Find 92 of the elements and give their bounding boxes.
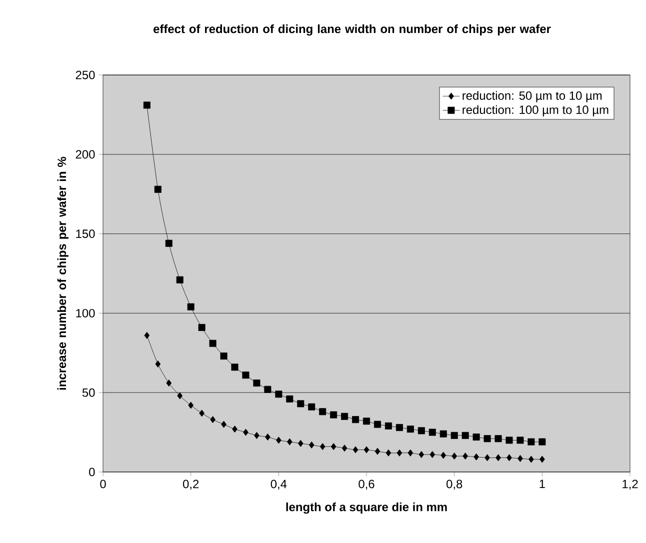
- point: [452, 452, 458, 460]
- point: [298, 440, 304, 447]
- point: [430, 451, 436, 458]
- point: [352, 416, 360, 424]
- point: [494, 435, 502, 442]
- point: [518, 454, 523, 462]
- point: [154, 186, 162, 193]
- point: [242, 372, 250, 379]
- point: [264, 386, 272, 393]
- x-tick-label: 0,6: [358, 480, 374, 490]
- x-tick-label: 0,2: [183, 480, 199, 490]
- point: [155, 360, 161, 368]
- point: [418, 427, 425, 434]
- point: [210, 416, 216, 424]
- point: [144, 332, 150, 339]
- point: [484, 435, 491, 442]
- point: [199, 410, 204, 417]
- point: [396, 424, 403, 432]
- point: [320, 443, 326, 450]
- point: [396, 449, 402, 456]
- point: [297, 400, 304, 408]
- point: [352, 446, 358, 454]
- point: [276, 436, 282, 444]
- y-tick-label: 0: [89, 468, 95, 476]
- y-tick-label: 250: [76, 70, 95, 80]
- point: [540, 456, 545, 463]
- point: [341, 412, 348, 420]
- point: [374, 448, 380, 455]
- legend-label: reduction: 50 µm to 10 µm: [462, 91, 602, 102]
- point: [286, 438, 292, 446]
- point: [462, 452, 468, 460]
- point: [221, 420, 226, 428]
- point: [506, 454, 512, 462]
- point: [386, 449, 392, 456]
- point: [220, 352, 228, 360]
- x-tick-label: 1: [540, 480, 545, 488]
- point: [408, 449, 414, 456]
- point: [330, 443, 336, 450]
- point: [308, 403, 316, 410]
- point: [198, 324, 206, 331]
- x-tick-label: 1,2: [622, 480, 638, 490]
- point: [462, 432, 469, 439]
- point: [176, 276, 184, 284]
- point: [232, 426, 238, 433]
- point: [406, 426, 414, 433]
- y-tick-label: 150: [76, 230, 95, 238]
- y-axis-title: increase number of chips per wafer in %: [57, 156, 68, 390]
- point: [319, 408, 326, 416]
- x-tick-label: 0,8: [446, 480, 462, 490]
- point: [516, 436, 524, 444]
- point: [450, 432, 458, 439]
- point: [187, 303, 194, 310]
- point: [166, 380, 172, 387]
- point: [538, 438, 546, 446]
- point: [528, 438, 535, 446]
- point: [188, 402, 194, 409]
- point: [243, 428, 248, 436]
- point: [286, 395, 294, 402]
- point: [472, 434, 480, 441]
- point: [363, 418, 370, 425]
- point: [275, 390, 282, 398]
- point: [364, 446, 370, 454]
- point: [308, 441, 314, 448]
- point: [496, 454, 501, 462]
- x-axis-title: length of a square die in mm: [286, 502, 447, 514]
- point: [384, 422, 392, 430]
- y-tick-label: 100: [76, 308, 95, 318]
- point: [484, 454, 490, 462]
- chart-title: effect of reduction of dicing lane width on number of chips per wafer: [154, 24, 551, 36]
- point: [428, 428, 436, 436]
- point: [143, 102, 150, 109]
- point: [253, 380, 260, 387]
- point: [177, 392, 183, 400]
- point: [165, 240, 172, 247]
- point: [440, 430, 447, 438]
- point: [528, 456, 534, 463]
- x-tick-label: 0: [100, 480, 106, 488]
- point: [330, 411, 338, 418]
- point: [209, 340, 216, 347]
- point: [265, 434, 270, 441]
- point: [506, 436, 513, 444]
- point: [474, 453, 479, 460]
- point: [418, 451, 424, 458]
- point: [231, 364, 238, 371]
- y-tick-label: 50: [82, 388, 95, 397]
- point: [254, 432, 260, 439]
- point: [374, 420, 381, 428]
- point: [342, 444, 348, 452]
- point: [440, 452, 446, 459]
- y-tick-label: 200: [76, 150, 95, 159]
- legend-label: reduction: 100 µm to 10 µm: [462, 105, 608, 116]
- x-tick-label: 0,4: [270, 480, 287, 490]
